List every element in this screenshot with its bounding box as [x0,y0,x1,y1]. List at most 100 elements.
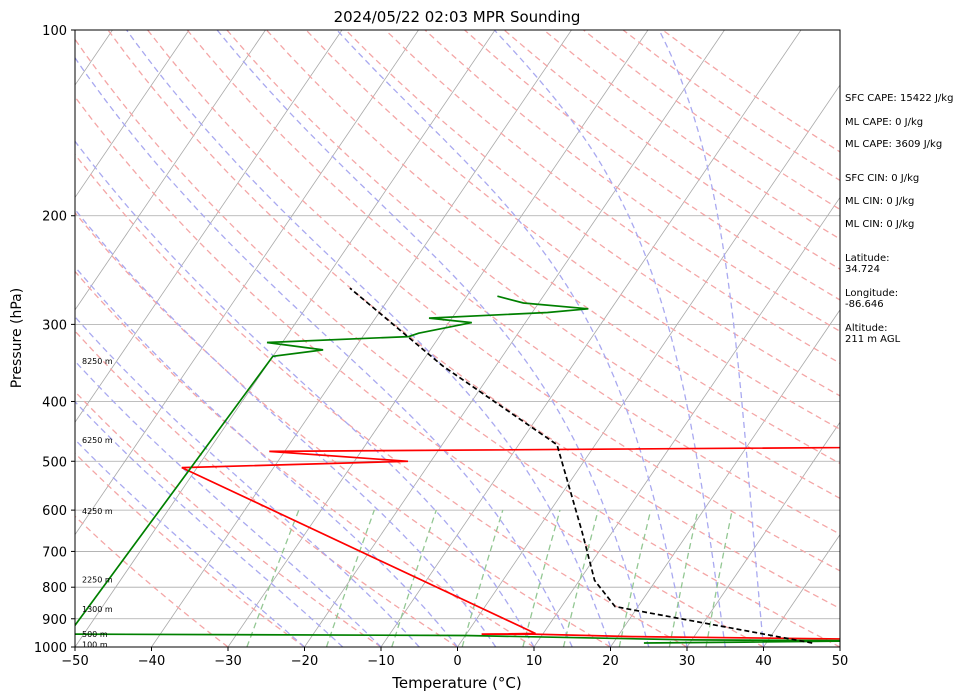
mixing-ratio-line [705,509,733,647]
background-lines [75,30,975,647]
ml-cape-text-2: ML CAPE: 3609 J/kg [845,139,943,150]
longitude-value: -86.646 [845,299,884,310]
dry-adiabat-line [75,153,688,647]
y-tick-label: 1000 [34,641,67,656]
isotherm-line [917,30,975,647]
isotherm-line [75,30,343,423]
x-tick-label: 30 [679,654,696,669]
height-label: 2250 m [82,576,113,585]
mixing-ratio-line [668,509,699,647]
x-tick-label: 20 [602,654,619,669]
moist-adiabat-line [75,400,344,647]
y-tick-label: 900 [42,613,67,628]
isotherm-line [457,84,840,647]
dry-adiabat-line [75,38,840,647]
isotherm-line [75,30,266,311]
isotherm-line [75,30,190,199]
x-tick-label: −30 [214,654,241,669]
height-label: 100 m [82,640,108,649]
latitude-label: Latitude: [845,253,890,264]
x-tick-label: 10 [526,654,543,669]
y-tick-label: 300 [42,318,67,333]
dry-adiabat-line [384,30,840,364]
dry-adiabat-line [147,30,840,572]
moist-adiabat-line [75,208,497,647]
sounding-line-1 [181,446,840,640]
y-tick-label: 700 [42,545,67,560]
plot-frame [74,29,841,648]
mixing-ratio-line [246,509,300,647]
altitude-value: 211 m AGL [845,334,901,345]
x-tick-label: 40 [755,654,772,669]
y-axis-ticks: 100 200 300 400 500 600 700 800 900 1000 [34,24,75,656]
isotherm-line [75,30,419,536]
isotherm-line [227,30,649,647]
isotherm-line [763,533,840,647]
y-axis-label: Pressure (hPa) [9,288,25,388]
x-tick-label: −20 [291,654,318,669]
mixing-ratio-line [461,509,504,647]
isotherm-line [380,30,802,647]
height-label: 6250 m [82,436,113,445]
moist-adiabat-line [658,30,765,647]
dry-adiabat-line [107,30,840,610]
ml-cin-text-2: ML CIN: 0 J/kg [845,219,915,230]
moist-adiabat-line [75,140,535,647]
y-tick-label: 400 [42,395,67,410]
x-tick-label: −50 [61,654,88,669]
dry-adiabat-line [75,330,458,647]
moist-adiabat-line [336,30,688,647]
mixing-ratio-line [522,509,561,647]
x-axis-ticks: −50 −40 −30 −20 −10 0 10 20 30 40 50 [61,647,848,669]
y-tick-label: 600 [42,504,67,519]
ml-cape-text: ML CAPE: 0 J/kg [845,117,924,128]
dry-adiabat-line [226,30,840,500]
chart-title: 2024/05/22 02:03 MPR Sounding [334,8,581,26]
moist-adiabat-line [75,360,382,647]
mixing-ratio-line [391,509,437,647]
height-label: 8250 m [82,357,113,366]
height-label: 1300 m [82,605,113,614]
moist-adiabat-line [75,265,458,647]
dry-adiabat-line [75,211,611,647]
x-tick-label: −10 [367,654,394,669]
dry-adiabat-line [75,515,229,647]
moist-adiabat-line [75,438,305,647]
sounding-line-2 [75,295,840,644]
x-tick-label: 0 [453,654,461,669]
altitude-label: Altitude: [845,323,888,334]
isotherm-line [686,421,840,647]
sfc-cape-text: SFC CAPE: 15422 J/kg [845,93,954,104]
y-tick-label: 200 [42,210,67,225]
y-tick-label: 100 [42,24,67,39]
x-axis-label: Temperature (°C) [391,674,521,692]
dry-adiabat-line [75,452,305,647]
longitude-label: Longitude: [845,288,899,299]
ml-cin-text: ML CIN: 0 J/kg [845,196,915,207]
mixing-ratio-line [562,509,599,647]
height-label: 500 m [82,630,108,639]
y-tick-label: 800 [42,581,67,596]
mixing-ratio-line [325,509,375,647]
dry-adiabat-line [75,95,764,647]
x-tick-label: 50 [832,654,849,669]
isotherm-line [304,30,725,647]
moist-adiabat-line [75,56,573,647]
latitude-value: 34.724 [845,264,880,275]
y-tick-label: 500 [42,455,67,470]
moist-adiabat-line [493,30,726,647]
isotherm-line [610,309,840,647]
dry-adiabat-line [75,390,382,647]
isotherm-line [533,196,840,647]
dry-adiabat-line [345,30,840,397]
isotherm-line [75,30,496,647]
sfc-cin-text: SFC CIN: 0 J/kg [845,173,920,184]
moist-adiabat-line [216,30,650,647]
dry-adiabat-line [75,270,535,647]
dry-adiabat-line [662,30,840,153]
x-tick-label: −40 [138,654,165,669]
mixing-ratio-line [618,509,652,647]
dry-adiabat-line [186,30,840,535]
